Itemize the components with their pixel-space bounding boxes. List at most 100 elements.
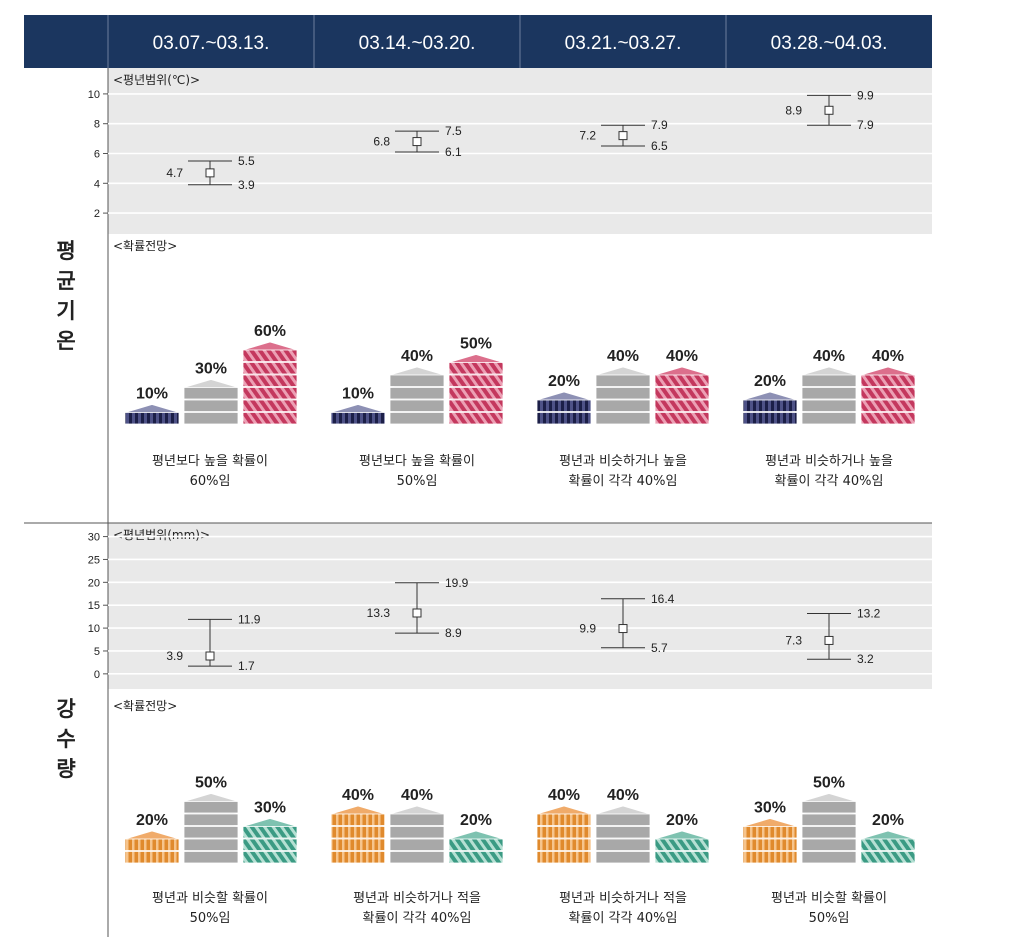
block-layer (242, 412, 298, 425)
temperature-mean-label: 8.9 (785, 103, 802, 117)
temperature-description-line1: 평년과 비슷하거나 높을 (765, 454, 893, 469)
precipitation-low-label: 1.7 (238, 659, 255, 673)
precipitation-errorbar-2: 19.9 8.9 13.3 (367, 576, 469, 640)
block-layer (801, 399, 857, 412)
temperature-normal-stack-label: 40% (607, 348, 639, 365)
block-layer (242, 349, 298, 362)
precipitation-below-stack-label: 20% (460, 812, 492, 829)
precipitation-tick-label: 20 (88, 577, 100, 589)
precipitation-tick-label: 10 (88, 623, 100, 635)
block-layer (536, 851, 592, 864)
temperature-prob-note: <확률전망> (113, 239, 177, 253)
precipitation-probability-4: 30% 50% 20% 평년과 비슷할 확률이 50%임 (741, 775, 917, 926)
precipitation-low-label: 8.9 (445, 626, 462, 640)
temperature-errorbar-3: 7.9 6.5 7.2 (579, 118, 668, 153)
precipitation-errorbar-1: 11.9 1.7 3.9 (166, 612, 260, 673)
block-layer (242, 838, 298, 851)
precipitation-normal-stack-label: 40% (607, 787, 639, 804)
precipitation-probability-1: 20% 50% 30% 평년과 비슷할 확률이 50%임 (123, 775, 299, 926)
precipitation-description-line2: 확률이 각각 40%임 (363, 911, 472, 926)
precipitation-above-stack-label: 40% (548, 787, 580, 804)
temperature-mean-marker (205, 168, 215, 178)
precipitation-description-line2: 50%임 (190, 911, 231, 926)
temperature-mean-label: 6.8 (373, 135, 390, 149)
precipitation-high-label: 11.9 (238, 612, 261, 626)
precipitation-description-line2: 확률이 각각 40%임 (569, 911, 678, 926)
temperature-above-stack-label: 60% (254, 323, 286, 340)
block-layer (595, 851, 651, 864)
temperature-low-label: 6.1 (445, 145, 462, 159)
temperature-tick-label: 10 (88, 89, 100, 101)
block-layer (448, 374, 504, 387)
temperature-high-label: 5.5 (238, 154, 255, 168)
precipitation-high-label: 16.4 (651, 592, 675, 606)
block-layer (595, 813, 651, 826)
block-layer (536, 826, 592, 839)
block-layer (183, 801, 239, 814)
precipitation-normal-stack: 40% (594, 787, 652, 864)
block-layer (801, 374, 857, 387)
temperature-below-stack-label: 10% (136, 386, 168, 403)
block-layer (389, 838, 445, 851)
temperature-normal-stack: 30% (182, 361, 240, 425)
precipitation-normal-stack-label: 40% (401, 787, 433, 804)
block-layer (330, 813, 386, 826)
block-layer (448, 399, 504, 412)
temperature-normal-stack: 40% (800, 348, 858, 425)
temperature-above-stack: 50% (447, 336, 505, 425)
temperature-description-line2: 60%임 (190, 474, 231, 489)
temperature-mean-marker (412, 137, 422, 147)
temperature-above-stack-label: 50% (460, 336, 492, 353)
precipitation-above-stack-label: 30% (754, 800, 786, 817)
block-layer (654, 399, 710, 412)
block-layer (654, 838, 710, 851)
block-layer (330, 838, 386, 851)
temperature-below-stack: 10% (123, 386, 181, 425)
block-layer (242, 362, 298, 375)
temperature-low-label: 7.9 (857, 118, 874, 132)
block-layer (801, 801, 857, 814)
block-layer (183, 813, 239, 826)
block-layer (183, 399, 239, 412)
precipitation-below-stack: 20% (653, 812, 711, 864)
block-layer (654, 387, 710, 400)
precipitation-mean-marker (824, 635, 834, 645)
block-layer (183, 851, 239, 864)
temperature-errorbar-4: 9.9 7.9 8.9 (785, 88, 874, 132)
block-layer (595, 399, 651, 412)
block-layer (860, 851, 916, 864)
precipitation-description-line1: 평년과 비슷할 확률이 (152, 891, 268, 906)
block-layer (801, 838, 857, 851)
block-layer (801, 813, 857, 826)
precipitation-prob-note: <확률전망> (113, 699, 177, 713)
period-header-2: 03.14.~03.20. (359, 33, 476, 54)
precipitation-tick-label: 15 (88, 600, 100, 612)
temperature-below-stack-label: 20% (754, 373, 786, 390)
block-layer (801, 826, 857, 839)
block-layer (389, 399, 445, 412)
temperature-probability-1: 10% 30% 60% 평년보다 높을 확률이 60%임 (123, 323, 299, 489)
temperature-normal-stack: 40% (594, 348, 652, 425)
block-layer (595, 374, 651, 387)
precipitation-mean-label: 9.9 (579, 622, 596, 636)
precipitation-above-stack: 40% (535, 787, 593, 864)
block-layer (448, 851, 504, 864)
block-layer (124, 412, 180, 425)
temperature-mean-label: 7.2 (579, 129, 596, 143)
temperature-tick-label: 4 (94, 178, 100, 190)
temperature-below-stack: 20% (535, 373, 593, 425)
block-layer (183, 412, 239, 425)
precipitation-range-note: <평년범위(mm)> (113, 528, 210, 542)
temperature-above-stack: 40% (859, 348, 917, 425)
temperature-normal-stack: 40% (388, 348, 446, 425)
temperature-high-label: 9.9 (857, 88, 874, 102)
precipitation-normal-stack: 40% (388, 787, 446, 864)
precipitation-errorbar-3: 16.4 5.7 9.9 (579, 592, 674, 655)
block-layer (183, 838, 239, 851)
temperature-description-line2: 50%임 (397, 474, 438, 489)
precipitation-mean-marker (205, 651, 215, 661)
precipitation-mean-marker (412, 608, 422, 618)
block-layer (595, 826, 651, 839)
